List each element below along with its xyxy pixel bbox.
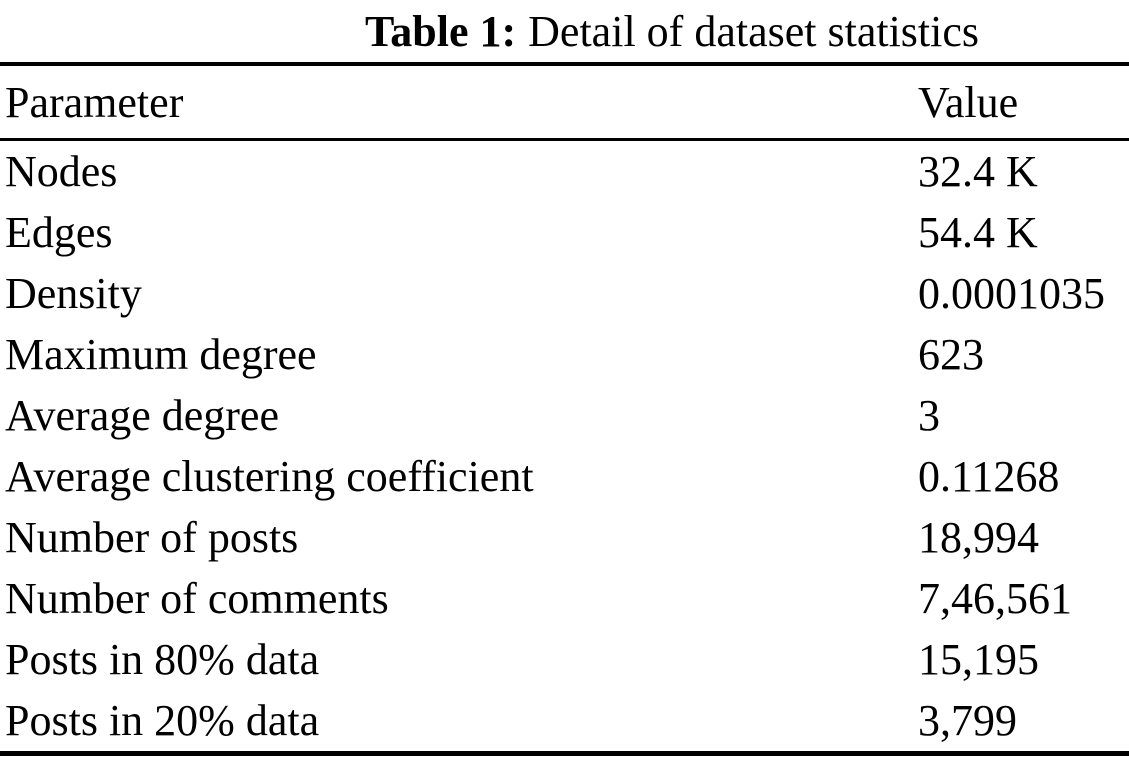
row-parameter: Density — [5, 269, 142, 318]
row-value: 15,195 — [918, 635, 1039, 684]
table-row: Number of posts 18,994 — [0, 507, 1129, 568]
row-value: 7,46,561 — [918, 574, 1072, 623]
row-value: 32.4 K — [918, 147, 1038, 196]
table-header-row: Parameter Value — [0, 66, 1129, 141]
column-header-value: Value — [918, 77, 1019, 127]
row-parameter: Number of posts — [5, 513, 299, 562]
table-row: Posts in 80% data 15,195 — [0, 629, 1129, 690]
table-row: Number of comments 7,46,561 — [0, 568, 1129, 629]
row-parameter: Number of comments — [5, 574, 389, 623]
table-row: Nodes 32.4 K — [0, 141, 1129, 202]
table-caption-label: Table 1: — [364, 7, 517, 56]
table-row: Maximum degree 623 — [0, 324, 1129, 385]
row-parameter: Edges — [5, 208, 113, 257]
row-parameter: Nodes — [5, 147, 118, 196]
row-value: 623 — [918, 330, 984, 379]
table-caption: Table 1: Detail of dataset statistics — [0, 0, 1129, 62]
row-value: 3,799 — [918, 696, 1017, 745]
table-row: Average clustering coefficient 0.11268 — [0, 446, 1129, 507]
table-row: Density 0.0001035 — [0, 263, 1129, 324]
table-row: Posts in 20% data 3,799 — [0, 690, 1129, 751]
row-parameter: Maximum degree — [5, 330, 317, 379]
table-row: Average degree 3 — [0, 385, 1129, 446]
row-parameter: Average clustering coefficient — [5, 452, 534, 501]
row-parameter: Posts in 80% data — [5, 635, 320, 684]
row-value: 0.11268 — [918, 452, 1060, 501]
table-caption-text: Detail of dataset statistics — [528, 7, 980, 56]
table-row: Edges 54.4 K — [0, 202, 1129, 263]
row-parameter: Average degree — [5, 391, 279, 440]
row-value: 0.0001035 — [918, 269, 1105, 318]
row-value: 18,994 — [918, 513, 1039, 562]
row-value: 54.4 K — [918, 208, 1038, 257]
row-parameter: Posts in 20% data — [5, 696, 320, 745]
column-header-parameter: Parameter — [5, 77, 184, 127]
dataset-statistics-table: Parameter Value Nodes 32.4 K Edges 54.4 … — [0, 62, 1129, 756]
row-value: 3 — [918, 391, 940, 440]
table-body: Nodes 32.4 K Edges 54.4 K Density 0.0001… — [0, 141, 1129, 751]
